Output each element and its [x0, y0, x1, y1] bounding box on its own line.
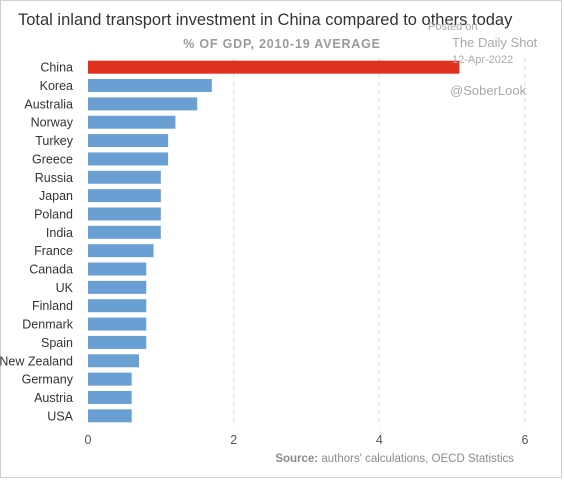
source-text: authors' calculations, OECD Statistics [318, 453, 514, 465]
category-label: France [34, 244, 73, 258]
bar [88, 152, 169, 166]
x-tick-label: 2 [230, 433, 237, 447]
bar [88, 390, 132, 404]
watermark-source-name: The Daily Shot [452, 35, 538, 50]
category-label: Finland [32, 299, 73, 313]
chart-subtitle: % OF GDP, 2010-19 AVERAGE [183, 37, 381, 51]
category-label: USA [47, 409, 73, 423]
bar [88, 97, 198, 111]
chart-title: Total inland transport investment in Chi… [18, 11, 513, 29]
bar [88, 134, 169, 148]
x-tick-label: 0 [85, 433, 92, 447]
category-label: Australia [24, 97, 73, 111]
watermark-handle: @SoberLook [450, 83, 527, 98]
category-label: Japan [39, 189, 73, 203]
category-label: UK [56, 281, 74, 295]
category-label: Russia [35, 171, 73, 185]
bar [88, 207, 161, 221]
bar [88, 244, 154, 258]
bar [88, 225, 161, 239]
bar [88, 280, 147, 294]
bar [88, 354, 139, 368]
source-label: Source: [275, 453, 319, 465]
category-label: Korea [40, 79, 73, 93]
bar [88, 262, 147, 276]
bar [88, 299, 147, 313]
category-label: New Zealand [0, 354, 73, 368]
bar [88, 409, 132, 423]
category-label: China [40, 61, 73, 75]
category-label: Spain [41, 336, 73, 350]
source-note: Source: authors' calculations, OECD Stat… [275, 453, 514, 465]
bar [88, 170, 161, 184]
bar [88, 189, 161, 203]
category-label: Austria [34, 391, 73, 405]
category-label: Poland [34, 207, 73, 221]
category-label: Turkey [35, 134, 73, 148]
category-label: Germany [22, 373, 74, 387]
x-tick-label: 4 [376, 433, 383, 447]
bar [88, 60, 460, 74]
bar [88, 317, 147, 331]
x-tick-label: 6 [522, 433, 529, 447]
category-label: Denmark [22, 318, 73, 332]
category-label: Norway [31, 116, 74, 130]
watermark-date: 12-Apr-2022 [452, 54, 514, 66]
bar [88, 79, 212, 93]
bar [88, 372, 132, 386]
watermark-posted-on: Posted on [428, 21, 478, 33]
category-label: Canada [29, 263, 73, 277]
bar [88, 335, 147, 349]
category-label: Greece [32, 152, 73, 166]
bar [88, 115, 176, 129]
category-label: India [46, 226, 73, 240]
